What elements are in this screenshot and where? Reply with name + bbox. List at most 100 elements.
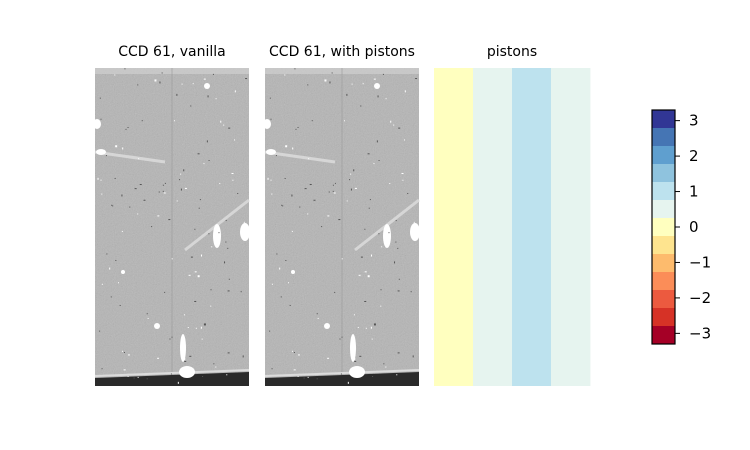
ccd-speckle: [281, 204, 283, 206]
ccd-speckle: [143, 199, 146, 201]
ccd-speckle: [164, 182, 166, 184]
ccd-speckle: [232, 179, 234, 181]
ccd-speckle: [332, 190, 334, 192]
ccd-speckle: [164, 291, 166, 293]
ccd-speckle: [210, 305, 212, 307]
ccd-speckle: [194, 300, 197, 302]
ccd-speckle: [183, 169, 185, 172]
ccd-speckle: [367, 153, 370, 155]
ccd-bright-source: [374, 83, 380, 89]
ccd-speckle: [99, 97, 101, 99]
ccd-speckle: [357, 326, 359, 328]
ccd-speckle: [334, 182, 336, 184]
ccd-dark-band: [265, 372, 419, 386]
ccd-speckle: [138, 158, 140, 160]
colorbar-block: [652, 164, 675, 183]
ccd-speckle: [245, 78, 248, 80]
ccd-speckle: [371, 338, 373, 340]
ccd-bright-source: [350, 334, 356, 362]
colorbar-block: [652, 200, 675, 219]
ccd-speckle: [321, 226, 323, 228]
ccd-speckle: [199, 199, 201, 201]
ccd-speckle: [197, 153, 200, 155]
ccd-speckle: [289, 304, 291, 306]
ccd-speckle: [161, 72, 163, 74]
ccd-speckle: [121, 350, 123, 352]
ccd-speckle: [404, 90, 406, 93]
ccd-speckle: [284, 74, 286, 76]
ccd-speckle: [346, 200, 348, 202]
ccd-speckle: [114, 74, 116, 76]
ccd-speckle: [184, 360, 187, 362]
ccd-speckle: [146, 313, 148, 315]
ccd-speckle: [99, 330, 101, 332]
ccd-speckle: [316, 378, 318, 380]
ccd-speckle: [381, 246, 383, 248]
ccd-bright-source: [349, 366, 365, 378]
ccd-bright-source: [263, 119, 271, 129]
ccd-speckle: [354, 360, 357, 362]
ccd-speckle: [412, 355, 414, 358]
ccd-speckle: [349, 179, 351, 181]
ccd-speckle: [269, 97, 271, 99]
ccd-speckle: [297, 354, 300, 356]
colorbar-block: [652, 146, 675, 165]
ccd-speckle: [297, 126, 299, 128]
ccd-speckle: [317, 317, 319, 319]
ccd-speckle: [373, 163, 375, 165]
ccd-speckle: [394, 261, 396, 264]
ccd-speckle: [292, 147, 294, 150]
ccd-speckle: [208, 160, 210, 162]
ccd-speckle: [284, 177, 286, 179]
ccd-speckle: [329, 81, 331, 84]
ccd-speckle: [180, 173, 182, 175]
ccd-bright-line: [94, 369, 250, 377]
ccd-speckle: [276, 253, 278, 255]
ccd-speckle: [367, 275, 370, 278]
ccd-speckle: [285, 145, 288, 148]
ccd-speckle: [410, 291, 412, 293]
ccd-speckle: [327, 215, 330, 217]
ccd-bright-source: [154, 323, 160, 329]
ccd-speckle: [299, 206, 301, 208]
ccd-bright-source: [93, 119, 101, 129]
ccd-speckle: [354, 357, 356, 360]
ccd-speckle: [240, 291, 242, 293]
ccd-speckle: [180, 188, 182, 191]
ccd-speckle: [127, 375, 129, 377]
ccd-speckle: [141, 120, 143, 122]
ccd-speckle: [137, 376, 139, 378]
ccd-speckle: [316, 313, 318, 315]
ccd-speckle: [157, 357, 160, 359]
ccd-speckle: [110, 296, 112, 298]
colorbar-block: [652, 128, 675, 147]
ccd-speckle: [176, 200, 178, 202]
ccd-speckle: [187, 326, 189, 328]
ccd-speckle: [267, 177, 269, 180]
ccd-speckle: [385, 366, 387, 368]
colorbar-block: [652, 326, 675, 345]
ccd-speckle: [291, 350, 293, 352]
colorbar-block: [652, 254, 675, 273]
ccd-speckle: [364, 271, 367, 273]
ccd-speckle: [123, 369, 126, 371]
panel-title-with-pistons: CCD 61, with pistons: [269, 44, 415, 60]
colorbar-block: [652, 218, 675, 237]
ccd-speckle: [118, 282, 120, 284]
ccd-speckle: [396, 374, 398, 376]
colorbar-tick-label: −2: [689, 289, 711, 307]
ccd-speckle: [154, 80, 157, 82]
ccd-speckle: [413, 221, 415, 223]
ccd-speckle: [188, 274, 191, 276]
ccd-speckle: [234, 139, 236, 141]
ccd-speckle: [340, 373, 342, 375]
ccd-speckle: [291, 194, 293, 197]
ccd-speckle: [218, 232, 220, 234]
ccd-bright-source: [240, 223, 250, 241]
piston-column: [512, 68, 552, 386]
colorbar-tick-label: −1: [689, 253, 711, 271]
piston-column: [434, 68, 474, 386]
ccd-speckle: [324, 79, 327, 81]
ccd-speckle: [171, 336, 173, 338]
ccd-speckle: [395, 241, 397, 243]
